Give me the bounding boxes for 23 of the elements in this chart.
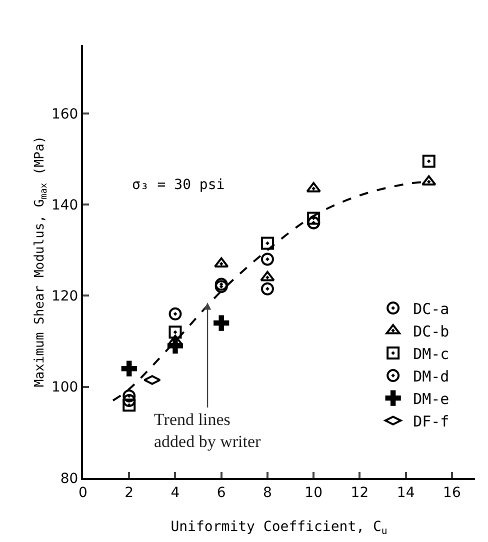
x-tick-label: 14 (396, 484, 415, 501)
legend-label: DF-f (413, 412, 450, 430)
annotation: Trend lines added by writer (154, 410, 262, 452)
legend-label: DC-a (413, 300, 450, 318)
x-tick-label: 10 (304, 484, 323, 501)
x-tick-label: 16 (443, 484, 461, 501)
x-tick-label: 4 (170, 484, 180, 501)
x-tick-label: 2 (124, 484, 134, 501)
x-tick-label: 6 (216, 484, 226, 501)
legend-label: DM-e (413, 390, 450, 408)
legend-label: DM-d (413, 367, 450, 386)
x-tick-label: 12 (350, 484, 369, 501)
y-tick-label: 160 (51, 106, 78, 122)
annotation: σ₃ = 30 psi (132, 177, 225, 193)
x-tick-label: 8 (263, 484, 272, 501)
legend-label: DM-c (413, 344, 450, 363)
x-axis-title: Uniformity Coefficient, C$_{u}$ (170, 519, 388, 537)
x-tick-label: 0 (78, 484, 88, 501)
legend-label: DC-b (413, 322, 450, 340)
y-tick-label: 80 (60, 470, 78, 487)
y-tick-label: 140 (51, 197, 78, 214)
y-tick-label: 100 (51, 380, 78, 396)
y-tick-label: 120 (51, 288, 78, 305)
